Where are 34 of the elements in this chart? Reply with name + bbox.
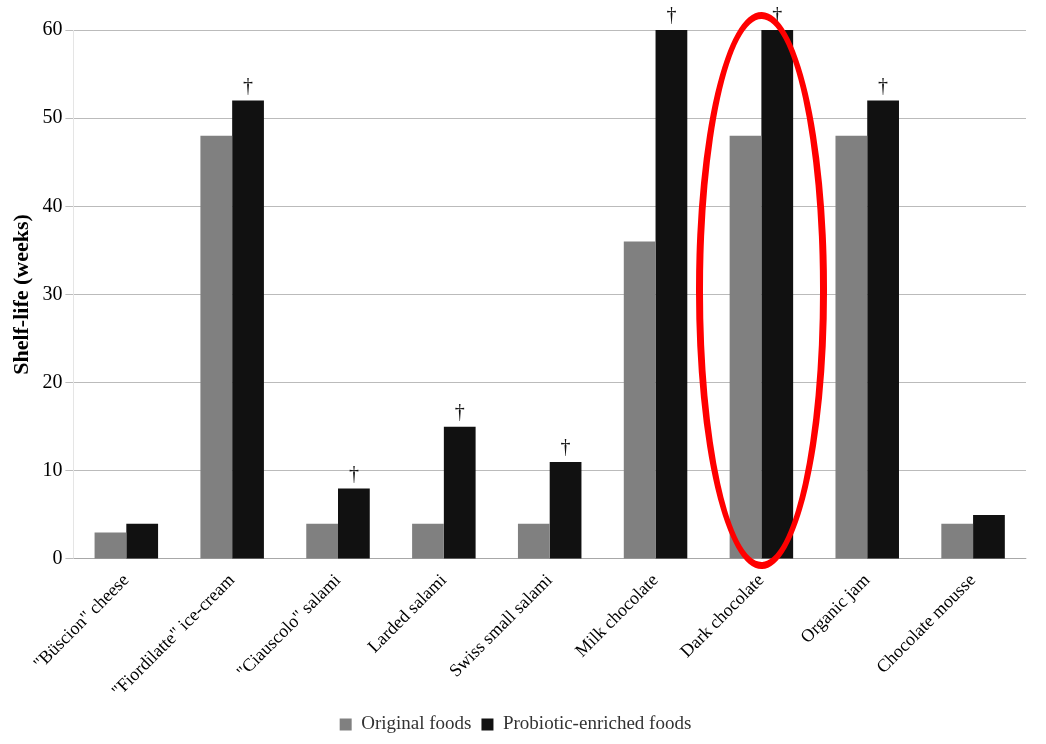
y-tick-label: 40 <box>42 193 63 216</box>
bar <box>338 488 370 559</box>
bar <box>973 514 1005 559</box>
bar <box>306 523 339 559</box>
bar <box>867 100 899 559</box>
bar <box>761 30 794 559</box>
annotation: † <box>878 73 889 96</box>
annotation: † <box>243 73 254 96</box>
bar <box>941 523 974 559</box>
bar <box>443 426 476 559</box>
bar <box>729 135 762 559</box>
bar <box>623 241 656 559</box>
bar <box>412 523 444 559</box>
bar <box>232 100 264 559</box>
y-tick-label: 0 <box>52 546 63 569</box>
y-tick-label: 50 <box>42 105 63 128</box>
y-tick-label: 10 <box>42 458 63 481</box>
bar <box>200 135 233 559</box>
bar <box>517 523 550 559</box>
bar <box>655 30 688 559</box>
legend-label: Original foods <box>361 712 472 734</box>
bar <box>549 461 582 559</box>
y-tick-label: 30 <box>42 281 63 304</box>
y-tick-label: 60 <box>42 17 63 40</box>
annotation: † <box>348 461 359 484</box>
y-axis-title: Shelf-life (weeks) <box>7 214 33 375</box>
annotation: † <box>454 399 465 422</box>
bar <box>835 135 868 559</box>
legend-label: Probiotic-enriched foods <box>502 712 692 734</box>
annotation: † <box>666 3 677 26</box>
annotation: † <box>560 435 571 458</box>
bar <box>94 532 127 559</box>
bar <box>126 523 159 559</box>
y-tick-label: 20 <box>42 369 63 392</box>
